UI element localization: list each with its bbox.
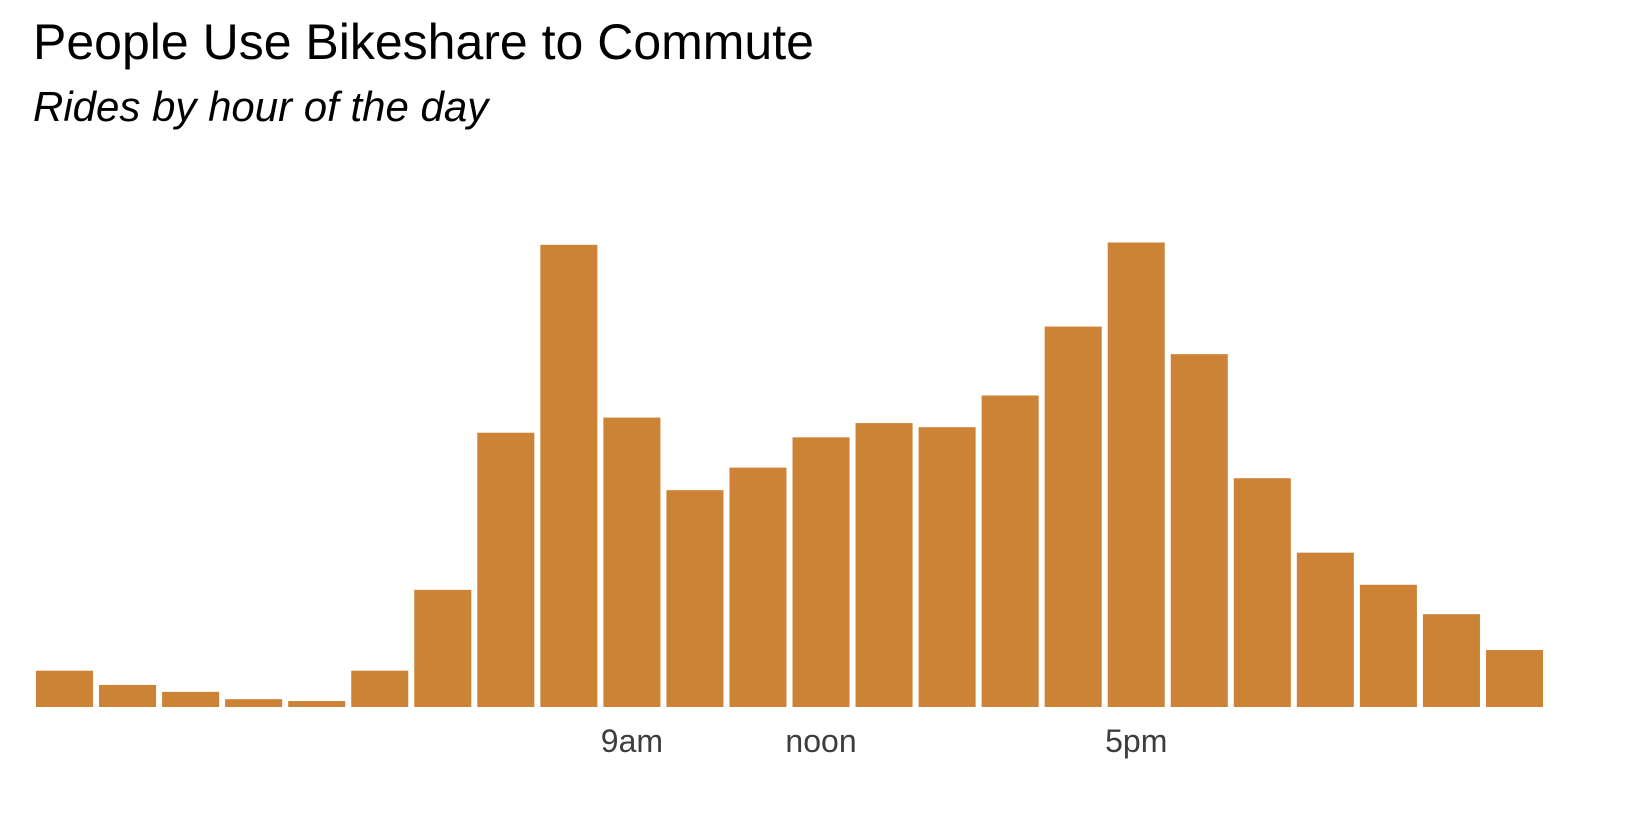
bar-hour-0 — [36, 670, 94, 707]
bar-hour-18 — [1170, 354, 1228, 707]
bar-hour-20 — [1296, 552, 1354, 707]
bar-hour-10 — [666, 490, 724, 707]
bar-hour-5 — [351, 670, 409, 707]
x-tick-label-noon: noon — [785, 723, 856, 759]
bar-hour-6 — [414, 589, 472, 707]
bar-hour-15 — [981, 395, 1039, 707]
bar-hour-14 — [918, 427, 976, 707]
bar-hour-13 — [855, 423, 913, 707]
x-axis-tick-labels: 9am noon 5pm — [601, 723, 1168, 759]
bar-hour-23 — [1485, 650, 1543, 707]
bar-hour-9 — [603, 417, 661, 707]
chart-title: People Use Bikeshare to Commute — [33, 14, 814, 70]
bar-hour-12 — [792, 437, 850, 707]
bar-hour-7 — [477, 432, 535, 707]
bar-hour-11 — [729, 467, 787, 707]
bar-hour-22 — [1422, 614, 1480, 707]
bar-hour-3 — [225, 699, 283, 707]
bar-hour-19 — [1233, 478, 1291, 707]
bar-hour-1 — [99, 684, 157, 707]
bar-hour-16 — [1044, 326, 1102, 707]
bar-hour-2 — [162, 691, 220, 707]
chart-subtitle: Rides by hour of the day — [33, 83, 489, 130]
bar-hour-17 — [1107, 242, 1165, 707]
bar-hour-21 — [1359, 584, 1417, 707]
bar-hour-8 — [540, 244, 598, 707]
x-tick-label-9am: 9am — [601, 723, 663, 759]
x-tick-label-5pm: 5pm — [1105, 723, 1167, 759]
bar-hour-4 — [288, 701, 346, 707]
bars-group — [36, 242, 1543, 707]
